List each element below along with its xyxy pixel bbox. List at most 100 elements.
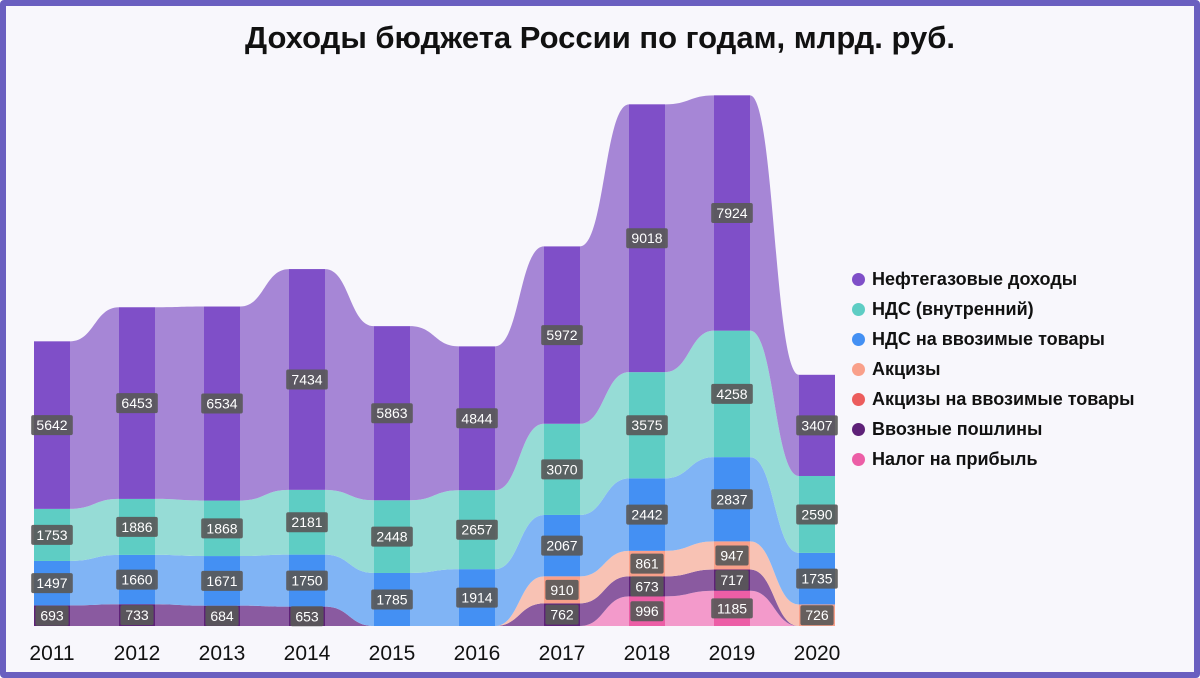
svg-text:1785: 1785 [376,591,407,607]
data-label-5-2011: 693 [35,605,69,626]
data-label-5-2014: 653 [290,606,324,627]
ribbon-2-2011 [70,554,119,606]
legend-label: Акцизы [872,358,941,379]
svg-text:1497: 1497 [36,575,67,591]
ribbon-2-2016 [495,514,544,626]
svg-text:1671: 1671 [206,573,237,589]
svg-text:2067: 2067 [546,538,577,554]
svg-text:2442: 2442 [631,507,662,523]
data-label-2-2013: 1671 [201,570,243,591]
ribbon-2-2017 [580,478,629,577]
ribbon-5-2011 [70,604,119,626]
svg-text:1868: 1868 [206,520,237,536]
ribbon-1-2015 [410,490,459,573]
ribbon-2-2015 [410,569,459,626]
ribbon-5-2012 [155,604,204,626]
x-tick-2020: 2020 [794,642,841,665]
svg-text:733: 733 [125,607,149,623]
data-label-1-2012: 1886 [116,516,158,537]
ribbon-1-2017 [580,372,629,515]
svg-text:4844: 4844 [461,410,492,426]
x-axis-ticks: 2011 2012 2013 2014 2015 2016 2017 2018 2019 2020 [29,642,840,665]
svg-text:6534: 6534 [206,396,237,412]
data-label-1-2017: 3070 [541,459,583,480]
chart-title: Доходы бюджета России по годам, млрд. ру… [245,20,955,55]
ribbon-1-2012 [155,498,204,557]
ribbon-1-2011 [70,498,119,561]
ribbon-3-2019 [750,541,799,626]
svg-text:910: 910 [550,582,574,598]
svg-text:7434: 7434 [291,371,322,387]
data-label-0-2011: 5642 [31,415,73,436]
data-label-2-2015: 1785 [371,589,413,610]
data-label-1-2011: 1753 [31,524,73,545]
data-label-0-2020: 3407 [796,415,838,436]
x-tick-2012: 2012 [114,642,161,665]
svg-text:2837: 2837 [716,491,747,507]
data-label-2-2018: 2442 [626,504,668,525]
data-label-3-2017: 910 [545,579,579,600]
ribbon-1-2014 [325,489,374,573]
legend-item-6: Налог на прибыль [852,444,1135,474]
data-label-3-2018: 861 [630,553,664,574]
data-label-1-2015: 2448 [371,526,413,547]
legend-item-1: НДС (внутренний) [852,294,1135,324]
svg-text:717: 717 [720,572,744,588]
svg-text:5863: 5863 [376,405,407,421]
legend-label: Нефтегазовые доходы [872,268,1078,289]
svg-text:2590: 2590 [801,506,832,522]
x-tick-2016: 2016 [454,642,501,665]
svg-text:2448: 2448 [376,529,407,545]
ribbon-0-2011 [70,307,119,509]
x-tick-2011: 2011 [29,642,74,665]
svg-text:726: 726 [805,607,829,623]
svg-text:9018: 9018 [631,230,662,246]
data-label-3-2020: 726 [800,605,834,626]
data-label-layer: 693 1497 1753 5642 733 1660 1886 6453 684 1671 186… [31,202,838,627]
svg-text:996: 996 [635,603,659,619]
svg-text:653: 653 [295,608,319,624]
svg-text:3407: 3407 [801,417,832,433]
x-tick-2017: 2017 [539,642,586,665]
svg-text:3070: 3070 [546,461,577,477]
svg-text:684: 684 [210,608,234,624]
ribbon-5-2014 [325,606,374,626]
ribbon-2-2012 [155,554,204,606]
data-label-1-2013: 1868 [201,518,243,539]
data-label-5-2013: 684 [205,605,239,626]
data-label-0-2018: 9018 [626,228,668,249]
svg-text:6453: 6453 [121,395,152,411]
ribbon-5-2016 [495,603,544,626]
ribbon-2-2013 [240,554,289,607]
legend-item-3: Акцизы [852,354,1135,384]
legend-label: Налог на прибыль [872,448,1038,469]
svg-text:1660: 1660 [121,572,152,588]
data-label-1-2020: 2590 [796,504,838,525]
svg-text:673: 673 [635,578,659,594]
svg-text:5972: 5972 [546,327,577,343]
ribbon-layer [70,95,799,626]
legend-item-0: Нефтегазовые доходы [852,264,1135,294]
ribbon-5-2017 [580,576,629,626]
data-label-6-2018: 996 [630,601,664,622]
legend-item-4: Акцизы на ввозимые товары [852,384,1135,414]
ribbon-1-2013 [240,489,289,557]
svg-text:693: 693 [40,608,64,624]
data-label-1-2016: 2657 [456,519,498,540]
ribbon-6-2018 [665,590,714,626]
data-label-5-2012: 733 [120,605,154,626]
data-label-2-2017: 2067 [541,535,583,556]
data-label-0-2014: 7434 [286,369,328,390]
svg-text:762: 762 [550,607,574,623]
ribbon-2-2014 [325,554,374,626]
svg-text:3575: 3575 [631,417,662,433]
ribbon-3-2017 [580,550,629,604]
ribbon-2-2018 [665,457,714,551]
ribbon-5-2013 [240,605,289,626]
legend-dot-icon [852,452,865,466]
legend-dot-icon [852,392,865,406]
ribbon-1-2016 [495,423,544,570]
svg-text:1914: 1914 [461,590,492,606]
data-label-0-2012: 6453 [116,393,158,414]
legend-dot-icon [852,422,865,436]
